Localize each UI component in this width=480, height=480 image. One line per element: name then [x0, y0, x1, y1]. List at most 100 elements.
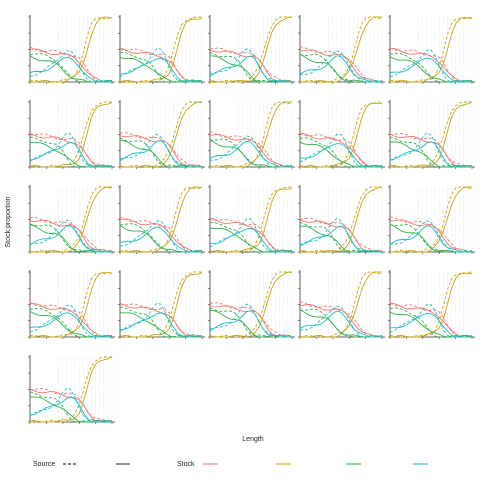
- series-line-green-dashed: [299, 308, 383, 338]
- series-line-yellow-dashed: [390, 101, 472, 168]
- series-line-cyan-dashed: [29, 387, 112, 423]
- series-line-yellow-solid: [300, 271, 382, 338]
- series-line-yellow-solid: [29, 356, 113, 423]
- series-line-red-dashed: [119, 132, 202, 168]
- series-line-yellow-solid: [119, 101, 202, 168]
- series-line-cyan-dashed: [29, 219, 113, 253]
- panel: [298, 185, 385, 254]
- series-line-yellow-dashed: [389, 186, 473, 253]
- series-line-cyan-solid: [29, 225, 112, 253]
- series-line-yellow-dashed: [29, 271, 113, 338]
- series-line-cyan-solid: [389, 313, 473, 338]
- series-line-cyan-dashed: [209, 135, 292, 168]
- panel: [208, 15, 295, 84]
- series-line-cyan-dashed: [119, 133, 203, 168]
- legend-stock-title: Stock: [177, 461, 195, 468]
- series-line-red-solid: [299, 303, 382, 338]
- series-line-green-dashed: [299, 137, 382, 168]
- series-line-cyan-solid: [299, 143, 383, 168]
- panels-group: [28, 15, 475, 424]
- series-line-green-solid: [29, 142, 112, 168]
- series-line-yellow-solid: [299, 186, 383, 253]
- series-line-cyan-solid: [389, 141, 473, 168]
- series-line-cyan-solid: [119, 312, 203, 338]
- panel: [208, 185, 295, 254]
- panel: [28, 185, 115, 254]
- panel: [118, 185, 205, 254]
- series-line-yellow-dashed: [210, 16, 292, 83]
- series-line-cyan-solid: [119, 140, 202, 168]
- series-line-green-solid: [119, 312, 202, 338]
- series-line-yellow-dashed: [119, 16, 202, 83]
- series-line-green-solid: [29, 55, 113, 83]
- series-line-green-dashed: [389, 307, 472, 338]
- series-line-yellow-dashed: [209, 186, 292, 253]
- series-line-green-dashed: [29, 391, 113, 423]
- series-line-cyan-solid: [209, 227, 293, 253]
- series-line-green-solid: [119, 57, 203, 83]
- series-line-cyan-solid: [389, 225, 472, 253]
- panel: [118, 15, 205, 84]
- series-line-cyan-dashed: [299, 305, 383, 338]
- series-line-red-dashed: [209, 47, 292, 83]
- series-line-yellow-solid: [390, 16, 473, 83]
- panel: [388, 185, 475, 254]
- series-line-yellow-dashed: [390, 16, 473, 83]
- series-line-cyan-solid: [120, 57, 203, 83]
- series-line-green-solid: [209, 139, 293, 168]
- series-line-green-dashed: [389, 224, 473, 253]
- series-line-cyan-dashed: [299, 50, 383, 83]
- series-line-yellow-solid: [389, 272, 472, 338]
- series-line-cyan-solid: [299, 55, 382, 83]
- series-line-cyan-dashed: [389, 304, 473, 338]
- series-line-cyan-solid: [389, 57, 473, 83]
- series-line-cyan-solid: [119, 226, 203, 253]
- y-axis-label: Stock proportion: [5, 196, 12, 247]
- panel: [298, 270, 385, 339]
- series-line-cyan-dashed: [209, 303, 293, 338]
- series-line-cyan-dashed: [389, 220, 473, 253]
- series-line-cyan-dashed: [209, 218, 292, 253]
- series-line-red-dashed: [119, 303, 203, 338]
- series-line-cyan-dashed: [389, 132, 472, 168]
- series-line-green-dashed: [299, 53, 383, 83]
- series-line-yellow-dashed: [389, 271, 473, 338]
- series-line-red-dashed: [209, 218, 293, 253]
- panel: [28, 355, 115, 424]
- panel: [28, 270, 115, 339]
- series-line-red-dashed: [389, 133, 472, 168]
- series-line-cyan-solid: [209, 55, 293, 83]
- legend: Source Stock: [33, 461, 428, 468]
- series-line-red-dashed: [209, 302, 292, 338]
- series-line-red-dashed: [29, 388, 112, 423]
- series-line-red-dashed: [29, 216, 112, 253]
- series-line-yellow-solid: [209, 271, 293, 338]
- series-line-green-dashed: [29, 223, 113, 253]
- series-line-cyan-dashed: [119, 220, 203, 253]
- series-line-red-solid: [389, 219, 472, 253]
- panel: [118, 100, 205, 169]
- series-line-yellow-solid: [389, 101, 473, 168]
- panel: [298, 100, 385, 169]
- x-axis-label: Length: [242, 436, 264, 443]
- series-line-cyan-dashed: [299, 217, 382, 253]
- series-line-cyan-dashed: [29, 304, 113, 338]
- panel: [28, 100, 115, 169]
- panel: [298, 15, 385, 84]
- series-line-yellow-dashed: [299, 16, 383, 83]
- series-line-yellow-dashed: [30, 356, 112, 423]
- panel: [208, 270, 295, 339]
- series-line-yellow-dashed: [209, 101, 293, 168]
- series-line-yellow-dashed: [29, 16, 113, 83]
- panel: [28, 15, 115, 84]
- series-line-red-solid: [299, 49, 382, 83]
- series-line-cyan-solid: [29, 396, 113, 423]
- series-line-red-solid: [119, 218, 202, 253]
- series-line-yellow-solid: [209, 16, 293, 83]
- series-line-cyan-dashed: [29, 132, 112, 168]
- series-line-red-solid: [29, 48, 112, 83]
- series-line-green-dashed: [29, 136, 113, 168]
- series-line-green-dashed: [209, 307, 293, 338]
- series-line-cyan-dashed: [389, 49, 473, 83]
